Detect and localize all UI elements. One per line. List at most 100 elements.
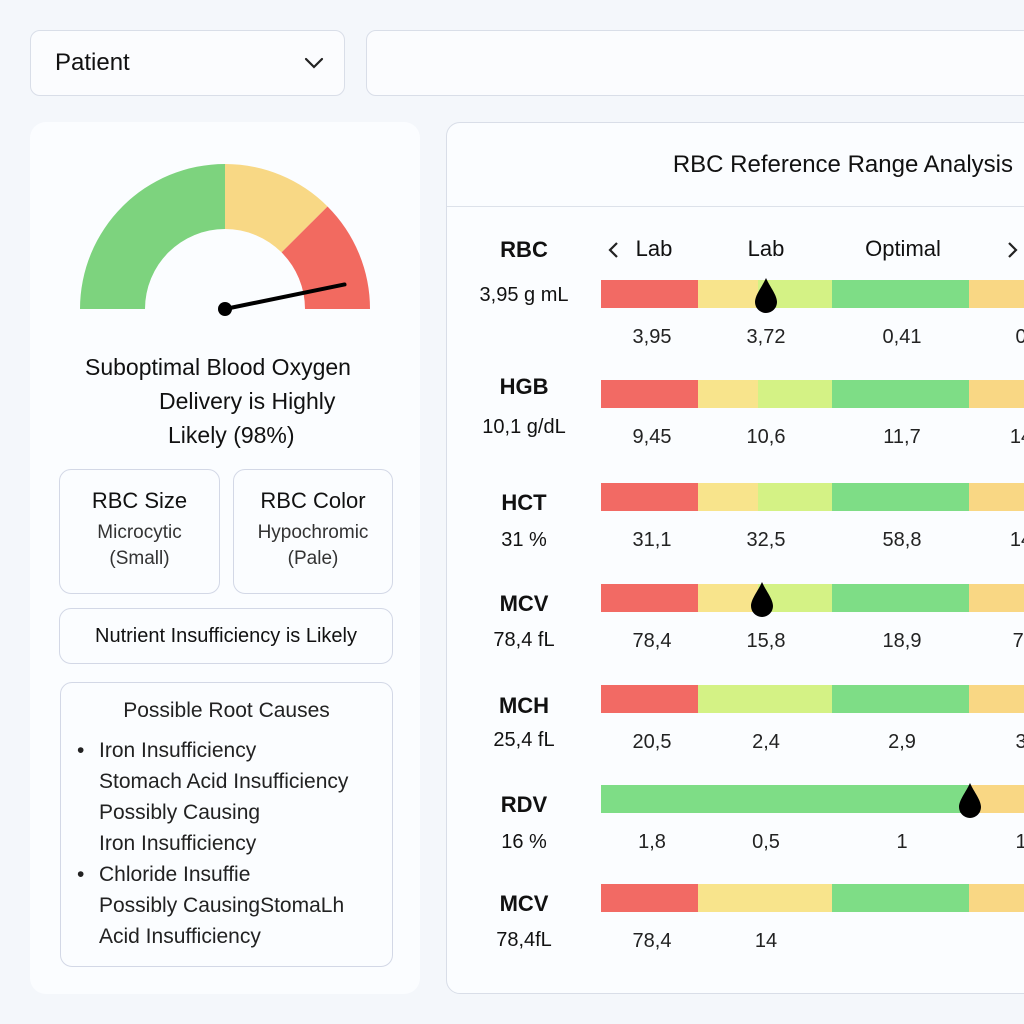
range-bar xyxy=(601,884,1024,912)
range-zone-yellow xyxy=(698,280,758,308)
range-threshold: 58,8 xyxy=(882,529,922,551)
cause-item: Acid Insufficiency xyxy=(99,925,261,948)
range-zone-red xyxy=(601,584,698,612)
range-zone-lime-wide xyxy=(698,685,832,713)
range-zone-green xyxy=(832,380,969,408)
root-causes-title: Possible Root Causes xyxy=(123,699,330,722)
range-zone-green xyxy=(832,483,969,511)
chevron-right-icon[interactable] xyxy=(1007,241,1019,259)
range-zone-yellow xyxy=(698,584,758,612)
range-zone-yellow xyxy=(698,380,758,408)
range-zone-green xyxy=(832,685,969,713)
range-zone-lime xyxy=(758,380,832,408)
range-threshold: 0,41 xyxy=(882,326,922,348)
range-threshold: 9,45 xyxy=(632,426,672,448)
range-zone-yellow xyxy=(698,483,758,511)
chevron-left-icon[interactable] xyxy=(607,241,619,259)
cause-item: Possibly CausingStomaLh xyxy=(99,894,345,917)
range-zone-red xyxy=(601,280,698,308)
range-threshold: 1 xyxy=(1015,830,1024,854)
card-title: RBC Size xyxy=(91,488,188,513)
range-threshold: 3 xyxy=(1015,730,1024,754)
range-zone-green xyxy=(832,280,969,308)
cause-item: Iron Insufficiency xyxy=(77,735,392,766)
range-threshold: 20,5 xyxy=(632,731,672,753)
range-zone-red xyxy=(601,884,698,912)
nutrient-card: Nutrient Insufficiency is Likely xyxy=(59,608,393,664)
range-zone-red xyxy=(601,380,698,408)
card-title: RBC Color xyxy=(260,488,366,513)
range-zone-green xyxy=(832,884,969,912)
range-threshold: 11,7 xyxy=(883,426,921,448)
range-threshold: 18,9 xyxy=(882,630,922,652)
risk-gauge xyxy=(80,164,370,316)
cause-item: Iron Insufficiency xyxy=(99,832,257,855)
range-threshold: 3,72 xyxy=(746,326,786,348)
headline-line: Delivery is Highly xyxy=(159,388,336,414)
range-threshold: 78,4 xyxy=(632,630,672,652)
range-zone-green-wide xyxy=(601,785,969,813)
panel-title: RBC Reference Range Analysis xyxy=(447,123,1024,207)
col-header: Lab xyxy=(747,236,785,261)
chevron-down-icon xyxy=(304,57,324,69)
range-zone-orange xyxy=(969,280,1024,308)
range-threshold: 0 xyxy=(1015,325,1024,349)
card-value: Microcytic xyxy=(97,522,182,543)
col-header: Optimal xyxy=(865,236,941,261)
card-value: (Pale) xyxy=(287,548,339,569)
card-value: (Small) xyxy=(109,548,170,569)
patient-select-value: Patient xyxy=(55,49,130,76)
gauge-pivot xyxy=(218,302,232,316)
range-threshold: 14 xyxy=(754,930,778,952)
range-bar xyxy=(601,582,1024,617)
patient-select[interactable]: Patient xyxy=(30,30,345,96)
cause-item: Possibly Causing xyxy=(99,801,261,824)
range-zone-orange xyxy=(969,483,1024,511)
likelihood-headline: Suboptimal Blood Oxygen Delivery is High… xyxy=(70,350,400,452)
range-zone-yellow-wide xyxy=(698,884,832,912)
root-causes-card: Possible Root Causes Iron Insufficiency … xyxy=(60,682,393,967)
range-zone-red xyxy=(601,685,698,713)
gauge-zone-yellow xyxy=(225,164,328,253)
card-value: Hypochromic xyxy=(257,522,369,543)
gauge-zone-red xyxy=(281,206,370,309)
reference-range-panel: RBC Reference Range Analysis Lab Lab Opt… xyxy=(446,122,1024,994)
range-threshold: 32,5 xyxy=(746,529,786,551)
range-zone-green xyxy=(832,584,969,612)
headline-line: Likely (98%) xyxy=(168,422,295,448)
range-threshold: 10,6 xyxy=(746,426,786,448)
range-bar xyxy=(601,685,1024,713)
range-threshold: 31,1 xyxy=(632,529,672,551)
range-bar xyxy=(601,483,1024,511)
cause-item: Stomach Acid Insufficiency xyxy=(99,770,349,793)
range-zone-orange xyxy=(969,884,1024,912)
range-threshold: 3,95 xyxy=(632,326,672,348)
gauge-zone-green xyxy=(80,164,225,309)
range-threshold: 7, xyxy=(1012,630,1024,652)
range-threshold: 0,5 xyxy=(752,831,780,853)
value-marker-drop-icon xyxy=(958,783,981,818)
range-bar xyxy=(601,783,1024,818)
value-marker-drop-icon xyxy=(755,278,778,313)
headline-line: Suboptimal Blood Oxygen xyxy=(85,354,351,380)
col-header: Lab xyxy=(635,236,673,261)
rbc-size-card: RBC Size Microcytic (Small) xyxy=(59,469,220,594)
range-threshold: 1 xyxy=(896,831,908,853)
range-threshold: 78,4 xyxy=(632,930,672,952)
range-threshold: 1,8 xyxy=(638,831,666,853)
cause-item: Chloride Insuffie xyxy=(77,859,392,890)
range-bar xyxy=(601,380,1024,408)
range-bar xyxy=(601,278,1024,313)
range-zone-orange xyxy=(969,685,1024,713)
gauge-needle xyxy=(223,282,347,311)
search-input[interactable] xyxy=(366,30,1024,96)
summary-panel: Suboptimal Blood Oxygen Delivery is High… xyxy=(30,122,420,994)
range-threshold: 14 xyxy=(1009,529,1024,551)
range-zone-orange xyxy=(969,380,1024,408)
range-zone-red xyxy=(601,483,698,511)
range-zone-lime xyxy=(758,483,832,511)
range-threshold: 2,9 xyxy=(888,731,916,753)
rbc-color-card: RBC Color Hypochromic (Pale) xyxy=(233,469,393,594)
range-zone-orange xyxy=(969,584,1024,612)
range-threshold: 14 xyxy=(1009,426,1024,448)
